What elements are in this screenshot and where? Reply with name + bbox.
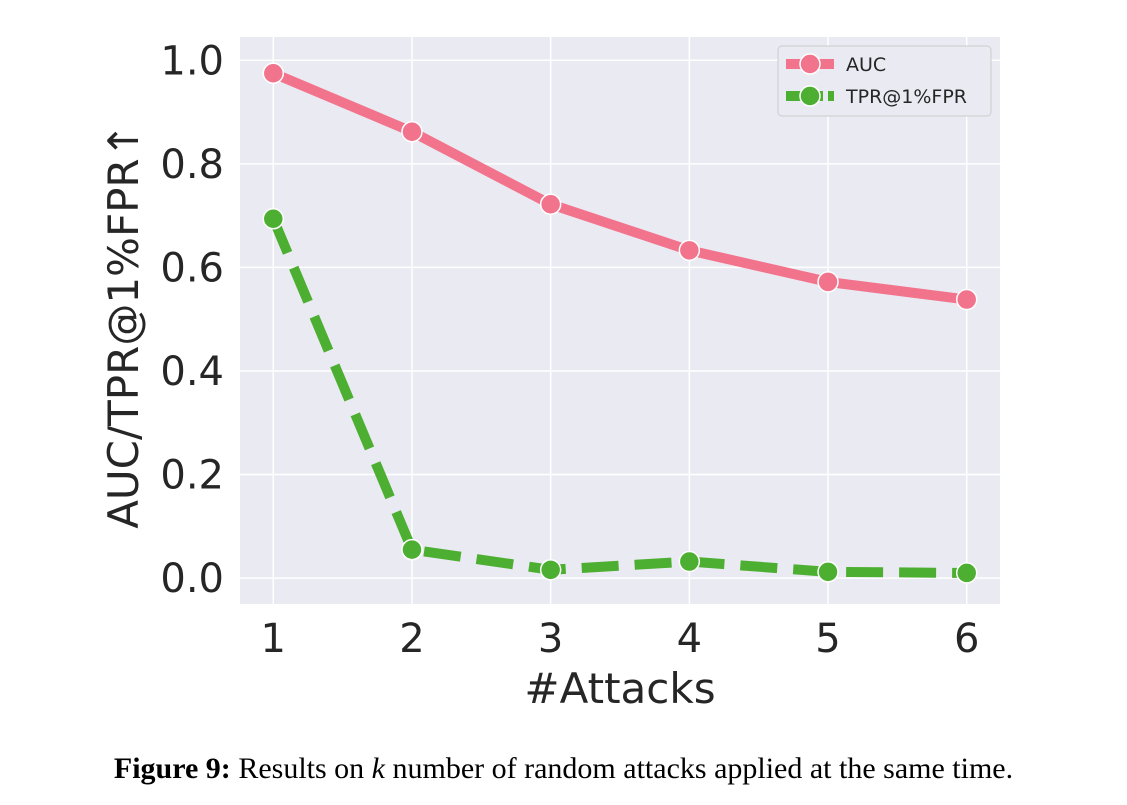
x-axis-label: #Attacks (524, 664, 715, 713)
data-point (539, 193, 562, 216)
data-point (262, 208, 285, 230)
legend-marker (799, 53, 821, 75)
x-tick-label: 4 (677, 616, 702, 662)
y-tick-label: 0.0 (160, 556, 224, 602)
data-point (262, 62, 285, 84)
y-axis-label: AUC/TPR@1%FPR↑ (99, 123, 148, 529)
series-line-1 (271, 68, 968, 305)
x-tick-label: 5 (815, 616, 840, 662)
caption-text-after: number of random attacks applied at the … (392, 752, 1014, 785)
data-point (539, 559, 562, 581)
y-tick-label: 0.2 (160, 453, 224, 499)
legend-label: AUC (846, 54, 886, 76)
data-point (955, 562, 978, 584)
legend-label: TPR@1%FPR (845, 86, 967, 108)
legend: AUC TPR@1%FPR (777, 45, 992, 117)
data-point (817, 561, 839, 583)
y-tick-label: 1.0 (160, 38, 224, 84)
data-point (678, 550, 701, 573)
x-tick-label: 6 (954, 616, 979, 662)
y-tick-label: 0.6 (160, 245, 224, 291)
y-tick-label: 0.8 (160, 142, 224, 188)
tick-labels: 1 2 3 4 5 6 0.0 0.2 0.4 0.6 0.8 1.0 (160, 38, 979, 662)
series-lines (262, 62, 978, 584)
plot-area (240, 37, 1000, 604)
x-tick-label: 1 (261, 616, 286, 662)
grid (240, 37, 1000, 604)
legend-marker (799, 85, 821, 107)
y-tick-label: 0.4 (160, 349, 224, 395)
data-point (817, 271, 839, 293)
data-point (678, 239, 701, 262)
line-chart: 1 2 3 4 5 6 0.0 0.2 0.4 0.6 0.8 1.0 #Attacks AUC/TP… (99, 37, 1000, 713)
data-point (401, 538, 423, 561)
x-tick-label: 3 (538, 616, 563, 662)
figure-caption: Figure 9: Results on k number of random … (0, 752, 1127, 786)
caption-variable: k (371, 752, 385, 785)
data-point (401, 121, 423, 143)
caption-label: Figure 9: (113, 752, 231, 785)
series-line-2 (268, 216, 967, 578)
x-tick-label: 2 (399, 616, 424, 662)
data-point (955, 288, 978, 311)
caption-text-before: Results on (238, 752, 365, 785)
